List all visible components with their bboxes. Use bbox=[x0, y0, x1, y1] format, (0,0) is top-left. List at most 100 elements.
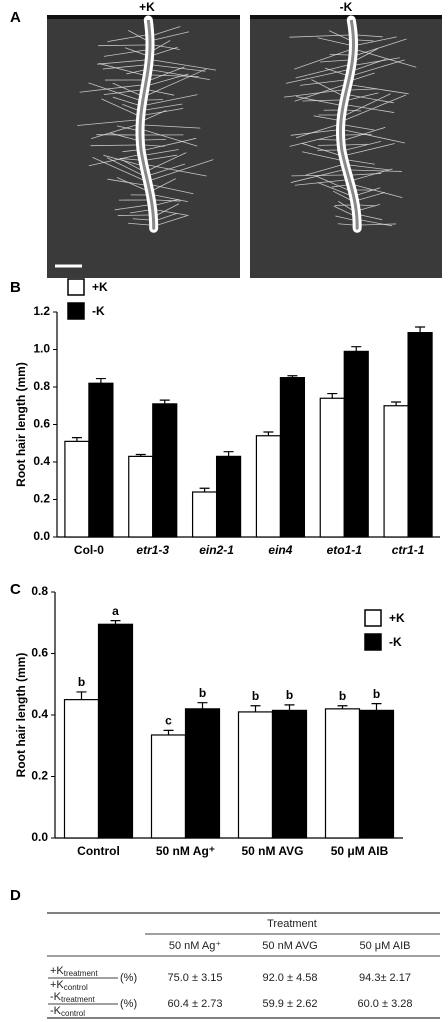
root-hair bbox=[313, 115, 338, 121]
root-hair bbox=[356, 38, 407, 56]
table-header: Treatment bbox=[267, 918, 317, 930]
root-hair bbox=[147, 68, 207, 96]
root-hair bbox=[294, 49, 350, 70]
y-tick-label: 1.0 bbox=[33, 342, 50, 356]
root-hair bbox=[347, 104, 395, 113]
root-hair bbox=[143, 129, 198, 147]
root-hair bbox=[329, 53, 350, 56]
y-tick-label: 0.4 bbox=[31, 707, 48, 721]
root-hair bbox=[153, 40, 171, 51]
y-tick-label: 0.4 bbox=[33, 454, 50, 468]
legend-label: +K bbox=[92, 280, 108, 294]
root-hair bbox=[144, 109, 167, 121]
root-hair bbox=[154, 194, 188, 203]
bar bbox=[324, 708, 361, 839]
y-tick-label: 0.8 bbox=[33, 379, 50, 393]
root-hair bbox=[146, 154, 178, 161]
root-hair bbox=[77, 119, 137, 126]
root-hair bbox=[350, 169, 402, 172]
row-unit: (%) bbox=[120, 998, 137, 1010]
root-hair bbox=[345, 140, 382, 151]
legend-swatch bbox=[67, 302, 85, 320]
root-hair bbox=[112, 96, 139, 106]
y-tick-label: 0.2 bbox=[31, 769, 48, 783]
row-label-numerator: -Ktreatment bbox=[50, 991, 96, 1004]
y-tick-label: 0.6 bbox=[33, 417, 50, 431]
root-hair bbox=[155, 199, 181, 202]
x-tick-label: eto1-1 bbox=[327, 543, 363, 557]
root-hair bbox=[357, 36, 397, 46]
root-hair bbox=[153, 26, 181, 36]
root-hair bbox=[116, 177, 146, 191]
root-hair bbox=[317, 182, 350, 196]
y-axis-label: Root hair length (mm) bbox=[14, 653, 28, 778]
root-hair bbox=[145, 149, 179, 156]
root-hair bbox=[117, 214, 150, 216]
root-hair bbox=[344, 129, 405, 144]
bar bbox=[191, 491, 218, 538]
bar bbox=[319, 397, 345, 538]
root-hair bbox=[156, 209, 189, 216]
root-hair bbox=[344, 126, 386, 141]
root-hair bbox=[157, 212, 178, 221]
root-hair bbox=[359, 204, 376, 207]
root-hair bbox=[354, 184, 403, 199]
significance-letter: b bbox=[286, 688, 293, 702]
root-hair bbox=[150, 66, 185, 81]
error-bar bbox=[159, 399, 170, 404]
root-hair bbox=[296, 96, 340, 106]
x-tick-label: 50 nM AVG bbox=[241, 844, 303, 858]
error-bar bbox=[415, 326, 426, 333]
root-hair bbox=[328, 30, 350, 41]
root-hair bbox=[148, 89, 175, 96]
root-hair bbox=[119, 158, 139, 161]
root-hair bbox=[148, 152, 187, 171]
root-hair bbox=[88, 82, 140, 101]
root-hair bbox=[337, 200, 353, 211]
bar bbox=[279, 377, 306, 538]
error-bar bbox=[391, 401, 402, 406]
error-bar bbox=[76, 691, 87, 700]
root-hair bbox=[144, 137, 197, 151]
root-hair bbox=[144, 124, 201, 129]
column-header: 50 μM AIB bbox=[360, 940, 411, 952]
bar bbox=[271, 709, 308, 839]
error-bar bbox=[71, 437, 82, 442]
root-hair bbox=[349, 164, 389, 171]
root-hair bbox=[153, 44, 180, 50]
root-hair bbox=[300, 79, 345, 86]
root-hair bbox=[302, 99, 341, 102]
root-hair bbox=[359, 203, 380, 211]
error-bar bbox=[371, 703, 382, 711]
root-hair bbox=[98, 44, 147, 47]
root-hair bbox=[332, 190, 351, 201]
root-hair bbox=[357, 34, 383, 38]
significance-letter: b bbox=[78, 675, 85, 689]
x-tick-label: 50 μM AIB bbox=[331, 844, 389, 858]
table-cell: 59.9 ± 2.62 bbox=[263, 998, 318, 1010]
legend-label: +K bbox=[389, 611, 405, 625]
root-hair bbox=[315, 175, 349, 191]
row-label-denominator: -Kcontrol bbox=[50, 1005, 85, 1018]
root-hair bbox=[132, 218, 150, 221]
image-title: +K bbox=[139, 0, 155, 14]
root-hair bbox=[290, 129, 337, 136]
root-hair bbox=[149, 73, 189, 86]
root-hair bbox=[294, 179, 346, 186]
root-hair bbox=[151, 69, 210, 81]
root-hair bbox=[333, 205, 353, 216]
bar bbox=[152, 403, 178, 538]
row-unit: (%) bbox=[120, 972, 137, 984]
row-label-numerator: +Ktreatment bbox=[50, 965, 98, 978]
bar bbox=[237, 711, 274, 839]
root-hair bbox=[124, 47, 146, 56]
root-hair bbox=[151, 159, 214, 181]
root-hair bbox=[355, 57, 400, 66]
root-hair bbox=[361, 223, 397, 226]
root-hair bbox=[103, 89, 141, 95]
bar bbox=[64, 440, 90, 538]
root-hair bbox=[360, 214, 383, 221]
root-hair bbox=[102, 64, 145, 70]
micrograph bbox=[250, 15, 442, 278]
